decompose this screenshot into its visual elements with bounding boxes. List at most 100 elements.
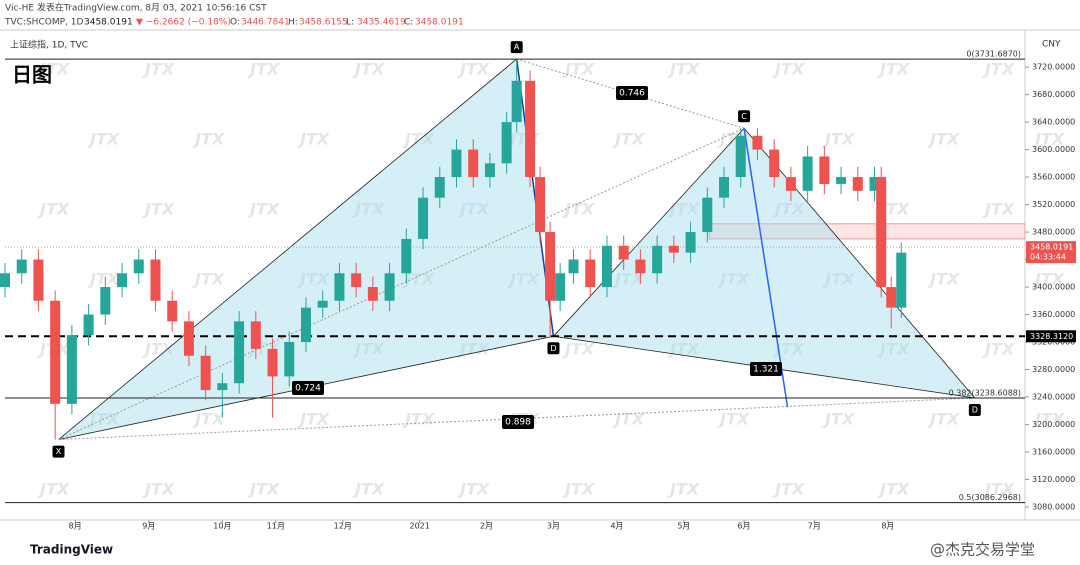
- candle-body: [525, 80, 536, 178]
- candle-body: [585, 259, 596, 288]
- candle-body: [635, 259, 646, 274]
- watermark: JTX: [772, 340, 805, 359]
- candle-body: [484, 163, 495, 178]
- fib-label: 0(3731.6870): [966, 50, 1021, 59]
- watermark: JTX: [562, 340, 595, 359]
- candle-body: [300, 307, 311, 343]
- candle-body: [896, 252, 907, 308]
- watermark: JTX: [562, 480, 595, 499]
- watermark: JTX: [192, 130, 225, 149]
- last-price-label: 3458.0191: [1030, 243, 1073, 252]
- header-change: ▼ −6.2662 (−0.18%): [136, 18, 231, 28]
- watermark: JTX: [352, 480, 385, 499]
- watermark: JTX: [37, 60, 70, 79]
- watermark: JTX: [717, 270, 750, 289]
- watermark: JTX: [297, 270, 330, 289]
- candle-body: [384, 273, 395, 301]
- watermark: JTX: [247, 200, 280, 219]
- x-tick-label: 8月: [881, 522, 894, 531]
- watermark: JTX: [297, 130, 330, 149]
- ohlc-value: 3446.7841: [241, 18, 290, 28]
- candle-body: [317, 300, 328, 308]
- watermark: JTX: [822, 270, 855, 289]
- y-tick-label: 3520.0000: [1032, 200, 1075, 209]
- watermark: JTX: [612, 130, 645, 149]
- watermark: JTX: [1032, 130, 1065, 149]
- watermark: JTX: [402, 270, 435, 289]
- x-tick-label: 3月: [547, 522, 560, 531]
- point-tag: [738, 110, 751, 123]
- point-label: D: [972, 405, 978, 414]
- watermark: JTX: [562, 60, 595, 79]
- countdown: 04:33:44: [1030, 253, 1066, 262]
- x-tick-label: 8月: [69, 522, 82, 531]
- candle-body: [819, 156, 830, 184]
- candle-body: [33, 259, 44, 301]
- point-tag: [52, 445, 65, 458]
- point-tag: [547, 342, 560, 355]
- x-tick-label: 6月: [738, 522, 751, 531]
- candle-body: [83, 314, 94, 336]
- y-tick-label: 3160.0000: [1032, 447, 1075, 456]
- chart-title: 上证综指, 1D, TVC: [10, 39, 88, 51]
- watermark: JTX: [352, 200, 385, 219]
- header-author: Vic-HE 发表在TradingView.com, 8月 03, 2021 1…: [5, 2, 267, 14]
- y-tick-label: 3200.0000: [1032, 420, 1075, 429]
- candle-body: [535, 177, 546, 233]
- candle-body: [545, 232, 556, 301]
- watermark: JTX: [667, 200, 700, 219]
- candle-body: [735, 135, 746, 178]
- candle-body: [167, 300, 178, 322]
- watermark: JTX: [457, 60, 490, 79]
- candle-body: [719, 177, 730, 198]
- ohlc-label: L:: [346, 18, 354, 28]
- y-tick-label: 3080.0000: [1032, 502, 1075, 511]
- pattern-ratio-line: [58, 127, 745, 441]
- watermark: JTX: [982, 480, 1015, 499]
- watermark: JTX: [982, 200, 1015, 219]
- candle-body: [869, 177, 880, 191]
- x-tick-label: 11月: [267, 522, 285, 531]
- candle-body: [702, 197, 713, 233]
- candle-body: [217, 383, 228, 391]
- watermark: JTX: [667, 480, 700, 499]
- y-tick-label: 3480.0000: [1032, 228, 1075, 237]
- x-tick-label: 12月: [334, 522, 352, 531]
- x-tick-label: 2021: [410, 522, 430, 531]
- ohlc-value: 3458.0191: [415, 18, 464, 28]
- candle-body: [117, 273, 128, 288]
- watermark: JTX: [1032, 410, 1065, 429]
- x-tick-label: 9月: [142, 522, 155, 531]
- watermark: JTX: [87, 270, 120, 289]
- watermark: JTX: [142, 200, 175, 219]
- candle-body: [200, 355, 211, 391]
- candle-body: [836, 177, 847, 184]
- watermark: JTX: [457, 480, 490, 499]
- ratio-tag: [292, 381, 324, 395]
- watermark: JTX: [192, 270, 225, 289]
- watermark: JTX: [717, 410, 750, 429]
- watermark: JTX: [822, 130, 855, 149]
- watermark: JTX: [142, 480, 175, 499]
- point-tag: [510, 41, 523, 54]
- candle-body: [66, 335, 77, 404]
- candle-body: [0, 273, 10, 288]
- footer-brand: TradingView: [30, 543, 113, 557]
- watermark: JTX: [37, 200, 70, 219]
- ratio-tag: [616, 86, 648, 100]
- candle-body: [451, 149, 462, 178]
- candle-body: [785, 177, 796, 191]
- candle-body: [418, 197, 429, 239]
- watermark: JTX: [87, 130, 120, 149]
- y-tick-label: 3720.0000: [1032, 63, 1075, 72]
- watermark: JTX: [877, 60, 910, 79]
- candle-body: [351, 273, 362, 288]
- watermark: JTX: [352, 340, 385, 359]
- y-tick-label: 3640.0000: [1032, 118, 1075, 127]
- key-level-label: 3328.3120: [1030, 332, 1073, 341]
- watermark: JTX: [142, 60, 175, 79]
- ratio-label: 0.724: [295, 384, 321, 394]
- y-tick-label: 3240.0000: [1032, 392, 1075, 401]
- candle-body: [50, 300, 61, 404]
